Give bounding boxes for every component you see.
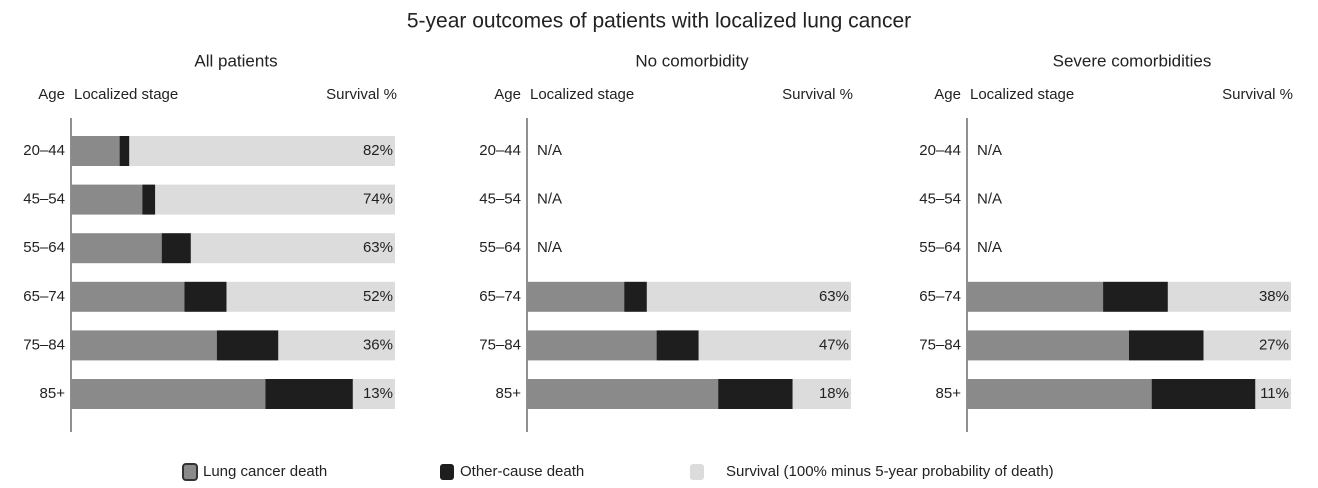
- value-label: N/A: [977, 191, 1002, 208]
- value-label: N/A: [537, 239, 562, 256]
- bar-segment: [278, 330, 395, 361]
- value-header: Survival %: [1222, 86, 1293, 103]
- bar-segment: [656, 330, 699, 361]
- y-tick-label: 55–64: [919, 239, 961, 256]
- legend-label: Other-cause death: [460, 463, 584, 480]
- bar-segment: [161, 233, 191, 264]
- y-tick-label: 45–54: [479, 191, 521, 208]
- legend-label: Lung cancer death: [203, 463, 327, 480]
- y-tick-label: 85+: [496, 385, 522, 402]
- legend-swatch: [182, 463, 198, 481]
- value-label: 13%: [363, 385, 393, 402]
- bar-segment: [265, 379, 353, 409]
- bar-segment: [527, 330, 657, 361]
- bar-segment: [967, 281, 1104, 312]
- category-header: Age: [494, 86, 521, 103]
- bar-segment: [71, 281, 185, 312]
- bar-segment: [624, 281, 647, 312]
- value-label: N/A: [977, 239, 1002, 256]
- panel-title: No comorbidity: [635, 51, 749, 70]
- bar-segment: [1151, 379, 1256, 409]
- y-tick-label: 55–64: [479, 239, 521, 256]
- x-axis-label: Localized stage: [74, 86, 178, 103]
- value-label: N/A: [977, 142, 1002, 159]
- value-label: 74%: [363, 191, 393, 208]
- bar-segment: [1103, 281, 1168, 312]
- value-label: 36%: [363, 336, 393, 353]
- bar-segment: [71, 136, 120, 166]
- y-tick-label: 65–74: [919, 288, 961, 305]
- value-label: 18%: [819, 385, 849, 402]
- y-tick-label: 55–64: [23, 239, 65, 256]
- bar-segment: [226, 281, 395, 312]
- bar-segment: [216, 330, 279, 361]
- value-header: Survival %: [326, 86, 397, 103]
- bar-segment: [527, 379, 719, 409]
- bar-segment: [184, 281, 227, 312]
- bar-segment: [352, 379, 395, 409]
- category-header: Age: [38, 86, 65, 103]
- bar-segment: [1203, 330, 1291, 361]
- value-label: 52%: [363, 288, 393, 305]
- value-label: N/A: [537, 191, 562, 208]
- y-tick-label: 85+: [40, 385, 66, 402]
- y-tick-label: 85+: [936, 385, 962, 402]
- legend-swatch: [690, 464, 704, 480]
- bar-segment: [71, 330, 217, 361]
- y-tick-label: 65–74: [479, 288, 521, 305]
- value-label: 63%: [363, 239, 393, 256]
- y-tick-label: 45–54: [919, 191, 961, 208]
- panel-title: Severe comorbidities: [1053, 51, 1212, 70]
- value-label: N/A: [537, 142, 562, 159]
- bar-segment: [698, 330, 851, 361]
- value-header: Survival %: [782, 86, 853, 103]
- y-tick-label: 45–54: [23, 191, 65, 208]
- x-axis-label: Localized stage: [970, 86, 1074, 103]
- y-tick-label: 75–84: [23, 336, 65, 353]
- y-tick-label: 20–44: [23, 142, 65, 159]
- panel-title: All patients: [194, 51, 277, 70]
- value-label: 27%: [1259, 336, 1289, 353]
- bar-segment: [967, 379, 1152, 409]
- bar-segment: [1129, 330, 1204, 361]
- category-header: Age: [934, 86, 961, 103]
- legend-label: Survival (100% minus 5-year probability …: [726, 463, 1054, 480]
- bar-segment: [646, 281, 851, 312]
- value-label: 82%: [363, 142, 393, 159]
- y-tick-label: 20–44: [479, 142, 521, 159]
- bar-segment: [1167, 281, 1291, 312]
- bar-segment: [967, 330, 1129, 361]
- legend-swatch: [440, 464, 454, 480]
- bar-segment: [718, 379, 793, 409]
- bar-segment: [142, 184, 156, 215]
- value-label: 47%: [819, 336, 849, 353]
- bar-segment: [71, 233, 162, 264]
- y-tick-label: 75–84: [919, 336, 961, 353]
- bar-segment: [119, 136, 130, 166]
- bar-segment: [190, 233, 395, 264]
- y-tick-label: 75–84: [479, 336, 521, 353]
- bar-segment: [155, 184, 395, 215]
- bar-segment: [71, 184, 143, 215]
- value-label: 38%: [1259, 288, 1289, 305]
- bar-segment: [1255, 379, 1291, 409]
- y-tick-label: 20–44: [919, 142, 961, 159]
- y-tick-label: 65–74: [23, 288, 65, 305]
- value-label: 63%: [819, 288, 849, 305]
- bar-segment: [71, 379, 266, 409]
- chart-title: 5-year outcomes of patients with localiz…: [407, 10, 911, 33]
- bar-segment: [792, 379, 851, 409]
- bar-segment: [527, 281, 625, 312]
- bar-segment: [129, 136, 395, 166]
- x-axis-label: Localized stage: [530, 86, 634, 103]
- value-label: 11%: [1260, 385, 1289, 402]
